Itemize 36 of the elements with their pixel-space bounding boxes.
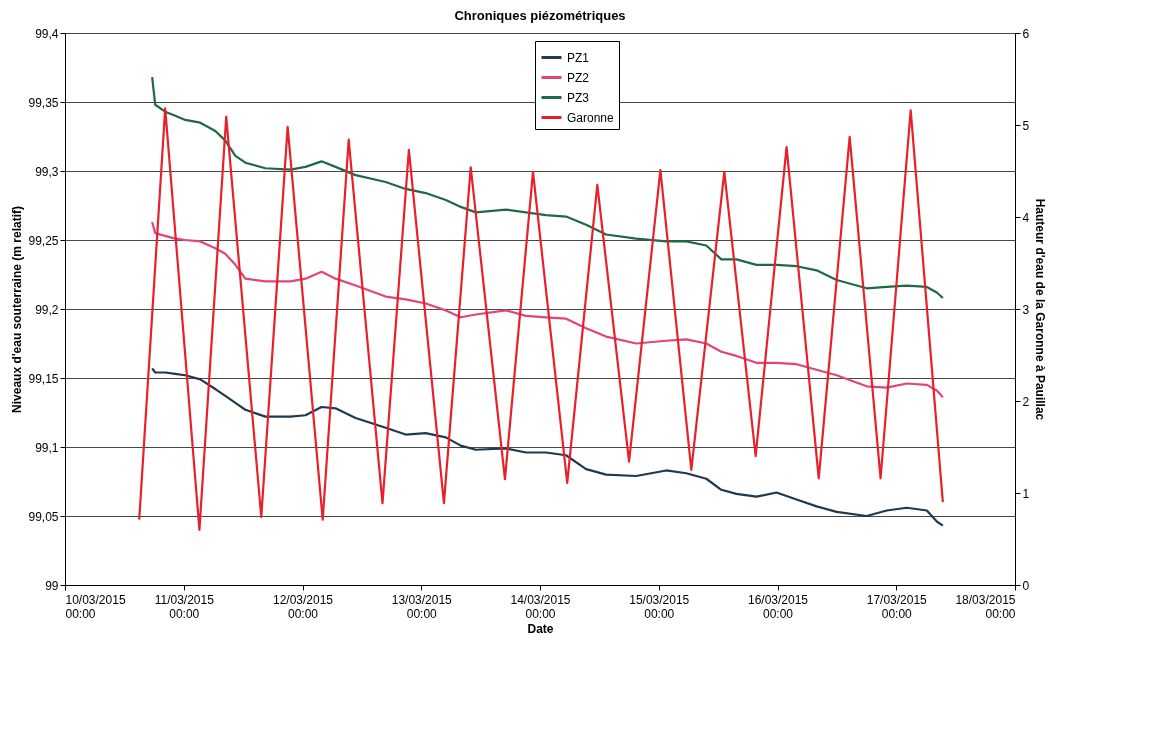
x-tick-label: 14/03/2015 00:00 bbox=[510, 592, 571, 621]
x-tick-label: 12/03/2015 00:00 bbox=[272, 592, 334, 621]
x-tick-label: 10/03/2015 00:00 bbox=[65, 592, 126, 621]
x-tick-label: 13/03/2015 00:00 bbox=[391, 592, 453, 621]
y2-tick-label: 5 bbox=[1022, 118, 1030, 133]
x-tick-label: 17/03/2015 00:00 bbox=[866, 592, 928, 621]
line-series bbox=[151, 220, 944, 399]
y-tick-label: 99,25 bbox=[28, 233, 59, 248]
y-tick-label: 99,1 bbox=[35, 440, 59, 455]
y-tick-label: 99,35 bbox=[28, 95, 59, 110]
y-tick-label: 99,3 bbox=[35, 164, 59, 179]
y-axis-title: Niveaux d'eau souterraine (m relatif) bbox=[10, 206, 25, 413]
line-series bbox=[138, 107, 944, 531]
y2-axis-title: Hauteur d'eau de la Garonne à Pauillac bbox=[1033, 198, 1048, 421]
y2-tick-label: 1 bbox=[1022, 486, 1030, 501]
x-tick-label: 16/03/2015 00:00 bbox=[747, 592, 809, 621]
chart-title: Chroniques piézométriques bbox=[454, 8, 626, 23]
y2-tick-label: 0 bbox=[1022, 578, 1030, 593]
line-series bbox=[151, 367, 944, 527]
legend-label: Garonne bbox=[567, 110, 615, 125]
y-tick-label: 99,2 bbox=[35, 302, 59, 317]
y-tick-label: 99 bbox=[45, 578, 59, 593]
y-tick-label: 99,4 bbox=[35, 26, 59, 41]
legend-label: PZ2 bbox=[567, 70, 590, 85]
x-tick-label: 11/03/2015 00:00 bbox=[154, 592, 215, 621]
legend-label: PZ3 bbox=[567, 90, 590, 105]
legend-label: PZ1 bbox=[567, 50, 590, 65]
y2-tick-label: 6 bbox=[1022, 26, 1030, 41]
y2-tick-label: 2 bbox=[1022, 394, 1030, 409]
y-tick-label: 99,15 bbox=[28, 371, 59, 386]
x-tick-label: 15/03/2015 00:00 bbox=[629, 592, 690, 621]
x-axis-title: Date bbox=[527, 621, 554, 636]
y2-tick-label: 3 bbox=[1022, 302, 1030, 317]
x-tick-label: 18/03/2015 00:00 bbox=[955, 592, 1016, 621]
y2-tick-label: 4 bbox=[1022, 210, 1030, 225]
y-tick-label: 99,05 bbox=[28, 509, 59, 524]
